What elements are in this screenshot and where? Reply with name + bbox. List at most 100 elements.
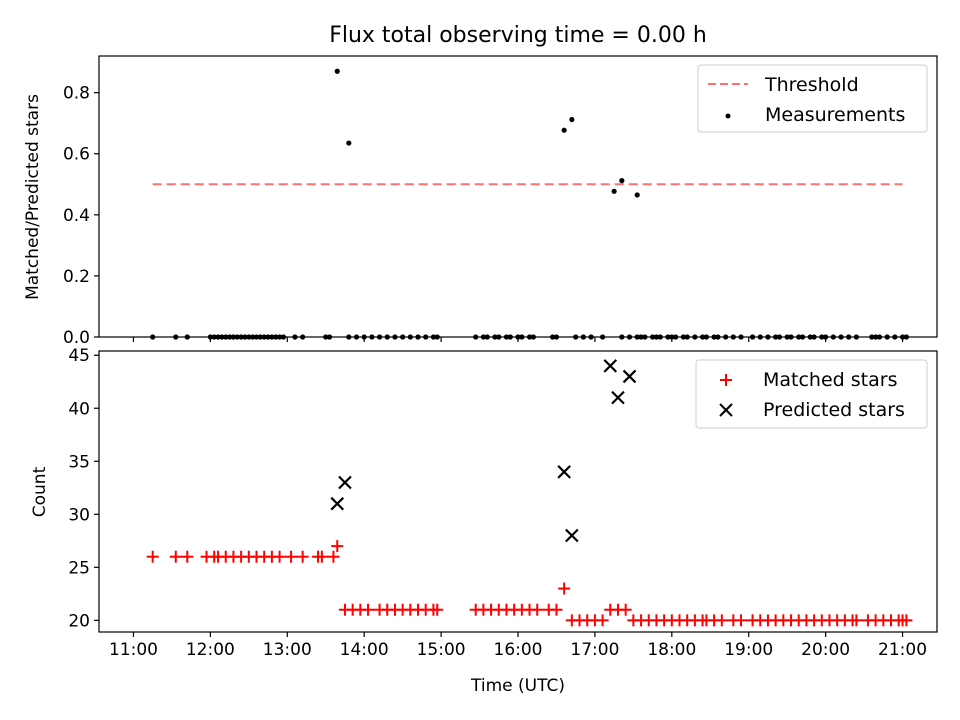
- matched-star-point: [715, 614, 728, 627]
- x-tick-label: 16:00: [494, 640, 543, 660]
- measurement-point: [634, 334, 640, 340]
- matched-star-point: [327, 550, 340, 563]
- top-y-tick-label: 0.6: [63, 145, 90, 165]
- measurement-point: [642, 334, 648, 340]
- measurement-point: [257, 334, 263, 340]
- measurement-point: [749, 334, 756, 340]
- measurement-point: [415, 334, 421, 340]
- measurement-point: [334, 68, 340, 74]
- measurement-point: [392, 334, 398, 340]
- measurement-point: [619, 178, 625, 184]
- predicted-star-point: [338, 475, 352, 490]
- measurement-point: [692, 334, 698, 340]
- measurement-point: [400, 334, 406, 340]
- bottom-y-tick-label: 40: [68, 399, 90, 419]
- x-tick-label: 13:00: [263, 640, 312, 660]
- measurement-point: [569, 116, 575, 123]
- measurement-point: [819, 334, 825, 340]
- measurement-point: [407, 334, 413, 340]
- top-y-tick-label: 0.4: [63, 206, 90, 226]
- measurement-point: [353, 334, 360, 340]
- measurement-point: [430, 334, 437, 340]
- top-marks: [150, 68, 909, 340]
- x-tick-label: 18:00: [647, 640, 696, 660]
- top-y-tick-label: 0.0: [63, 328, 90, 348]
- matched-star-point: [169, 550, 182, 563]
- x-axis-label: Time (UTC): [470, 676, 565, 696]
- measurement-point: [634, 192, 640, 198]
- top-y-axis-label: Matched/Predicted stars: [23, 94, 43, 300]
- predicted-star-point: [565, 528, 579, 543]
- matched-star-point: [285, 550, 298, 563]
- measurement-point: [503, 334, 510, 340]
- measurement-point: [649, 334, 656, 340]
- measurement-point: [684, 334, 690, 340]
- measurement-point: [876, 334, 883, 340]
- bottom-marks: [146, 359, 913, 627]
- top-legend-box: [697, 64, 928, 133]
- bottom-x-ticks: 11:00 12:00 13:00 14:00 15:00 16:00 17:00 18:00…: [109, 632, 927, 660]
- x-tick-label: 21:00: [878, 640, 927, 660]
- measurement-point: [738, 334, 744, 340]
- bottom-y-tick-label: 25: [68, 558, 90, 578]
- measurement-point: [638, 334, 644, 340]
- matched-star-point: [531, 603, 544, 616]
- legend-measurements-label: Measurements: [765, 104, 905, 126]
- measurement-point: [699, 334, 706, 340]
- measurement-point: [269, 334, 275, 340]
- bottom-panel: 20 25 30 35 40 45 11:00 12:00 13:00 14:00 15:00 16…: [30, 346, 938, 696]
- predicted-star-point: [611, 390, 625, 405]
- predicted-star-point: [330, 496, 345, 511]
- measurement-point: [346, 140, 352, 146]
- measurement-point: [765, 334, 771, 340]
- measurement-point: [246, 334, 252, 340]
- measurement-point: [492, 334, 498, 340]
- measurement-point: [730, 334, 736, 340]
- legend-threshold-label: Threshold: [764, 74, 859, 96]
- measurement-point: [323, 334, 329, 340]
- matched-star-point: [550, 603, 563, 616]
- measurement-point: [261, 334, 267, 340]
- measurement-point: [234, 334, 240, 340]
- measurement-point: [903, 334, 909, 340]
- predicted-star-point: [622, 369, 637, 384]
- measurement-point: [619, 334, 625, 340]
- measurement-point: [680, 334, 686, 340]
- measurement-point: [892, 334, 898, 340]
- x-tick-label: 20:00: [801, 640, 850, 660]
- top-x-ticks: [132, 337, 904, 342]
- x-tick-label: 15:00: [417, 640, 466, 660]
- measurement-point: [219, 334, 225, 340]
- measurement-point: [773, 334, 779, 340]
- matched-star-point: [596, 614, 609, 627]
- bottom-y-tick-label: 35: [68, 452, 90, 472]
- measurement-point: [530, 334, 536, 340]
- measurement-point: [369, 334, 375, 340]
- measurement-point: [665, 334, 671, 340]
- matched-star-point: [146, 550, 159, 563]
- measurement-point: [580, 334, 586, 340]
- measurement-point: [519, 334, 525, 340]
- measurement-point: [884, 334, 890, 340]
- measurement-point: [784, 334, 790, 340]
- matched-star-point: [362, 603, 375, 616]
- measurement-point: [611, 188, 617, 194]
- bottom-y-ticks: 20 25 30 35 40 45: [68, 346, 99, 631]
- x-tick-label: 19:00: [724, 640, 773, 660]
- bottom-legend: Matched stars Predicted stars: [695, 359, 928, 429]
- predicted-star-point: [603, 359, 618, 373]
- x-tick-label: 14:00: [340, 640, 389, 660]
- top-y-tick-label: 0.8: [63, 84, 90, 104]
- measurement-point: [807, 334, 813, 340]
- measurement-point: [873, 334, 879, 340]
- measurement-point: [561, 127, 567, 133]
- legend-predicted-label: Predicted stars: [763, 399, 905, 421]
- measurement-point: [599, 334, 606, 340]
- measurement-point: [723, 334, 729, 340]
- legend-matched-swatch: [720, 374, 732, 386]
- measurement-point: [711, 334, 717, 340]
- matched-star-point: [619, 603, 632, 616]
- matched-star-point: [273, 550, 286, 563]
- top-y-tick-label: 0.2: [63, 267, 90, 287]
